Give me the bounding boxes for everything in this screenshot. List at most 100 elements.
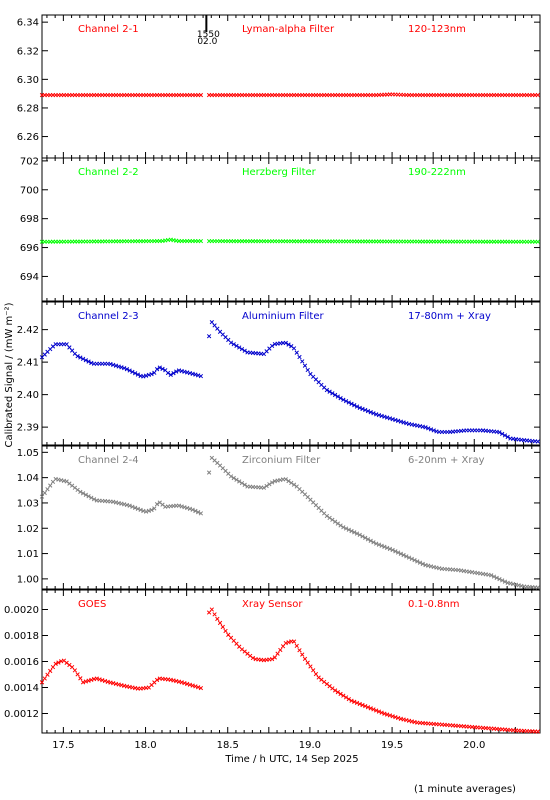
data-point <box>234 343 239 349</box>
data-point <box>535 729 540 734</box>
data-point <box>330 391 335 396</box>
data-point <box>195 510 201 515</box>
data-point <box>291 482 297 487</box>
data-point <box>198 238 204 244</box>
y-tick-label: 0.0020 <box>4 605 39 616</box>
data-point <box>327 515 332 521</box>
data-point <box>390 714 395 719</box>
data-point <box>401 552 406 558</box>
data-point <box>171 371 176 376</box>
data-point <box>341 525 346 530</box>
panel-frame <box>41 445 541 590</box>
panel-channel-label: Channel 2-1 <box>78 24 139 35</box>
panel-filter-label: Aluminium Filter <box>242 311 325 322</box>
data-point <box>261 485 267 490</box>
data-point <box>302 656 308 662</box>
marker-label-bottom: 02.0 <box>197 37 217 47</box>
data-point <box>417 560 423 565</box>
data-point <box>198 511 204 516</box>
data-points <box>39 455 540 590</box>
y-tick-label: 694 <box>20 272 39 283</box>
data-point <box>269 656 275 662</box>
data-point <box>250 655 256 661</box>
y-tick-label: 2.40 <box>17 390 39 401</box>
data-point <box>231 475 236 481</box>
y-tick-label: 1.04 <box>17 473 39 484</box>
x-tick-label: 19.0 <box>299 740 321 751</box>
data-point <box>223 628 228 634</box>
y-tick-label: 0.0018 <box>4 631 39 642</box>
data-point <box>152 370 157 375</box>
data-point <box>332 688 338 693</box>
data-point <box>382 711 387 716</box>
data-point <box>387 546 393 552</box>
data-point <box>349 401 354 406</box>
panel-band-label: 120-123nm <box>408 24 466 35</box>
data-point <box>535 239 540 244</box>
data-point <box>374 541 379 546</box>
data-point <box>286 478 291 484</box>
data-point <box>283 340 288 346</box>
data-points <box>39 237 540 244</box>
y-tick-label: 1.03 <box>17 498 39 509</box>
panel-band-label: 0.1-0.8nm <box>408 599 460 610</box>
data-point <box>346 696 351 702</box>
y-tick-label: 1.05 <box>17 448 39 459</box>
data-point <box>42 490 47 496</box>
data-point <box>491 574 497 579</box>
y-tick-label: 696 <box>20 243 39 254</box>
y-tick-label: 6.26 <box>17 132 39 143</box>
averaging-note: (1 minute averages) <box>414 784 516 795</box>
data-point <box>305 367 310 373</box>
data-point <box>237 479 242 484</box>
y-tick-label: 2.41 <box>17 358 39 369</box>
data-point <box>45 487 50 492</box>
x-tick-label: 18.0 <box>134 740 156 751</box>
data-points <box>39 92 540 98</box>
data-point <box>360 534 365 539</box>
data-point <box>190 507 195 512</box>
data-point <box>300 652 305 657</box>
panel-frame <box>41 14 541 159</box>
data-point <box>431 428 436 433</box>
data-point <box>91 497 97 502</box>
data-point <box>48 668 53 674</box>
data-point <box>502 433 508 438</box>
data-point <box>289 480 294 486</box>
y-tick-label: 0.0012 <box>4 709 39 720</box>
data-point <box>127 503 132 508</box>
data-point <box>149 507 154 513</box>
panel-1: 6.26 6.28 6.30 6.32 6.34 Channel 2-1 Lyman-alp… <box>17 14 541 159</box>
data-point <box>374 708 379 713</box>
data-point <box>393 714 398 720</box>
data-point <box>56 660 61 665</box>
data-point <box>130 504 135 509</box>
data-point <box>154 677 160 683</box>
panels-layer: 6.26 6.28 6.30 6.32 6.34 Channel 2-1 Lyman-alp… <box>4 14 541 734</box>
data-point <box>338 396 343 401</box>
data-point <box>198 373 204 379</box>
y-tick-label: 698 <box>20 214 39 225</box>
data-point <box>415 559 420 564</box>
data-point <box>338 523 343 528</box>
data-point <box>75 487 80 493</box>
panel-filter-label: Lyman-alpha Filter <box>242 24 335 35</box>
panel-4: 1.00 1.01 1.02 1.03 1.04 1.05 Channel 2-4 Zirco… <box>17 445 541 590</box>
data-point <box>354 404 360 409</box>
data-point <box>83 492 88 497</box>
y-tick-label: 1.01 <box>17 549 39 560</box>
time-marker: 1550 02.0 <box>197 15 220 47</box>
data-point <box>379 710 384 715</box>
data-points <box>39 607 540 734</box>
data-point <box>300 359 305 364</box>
panel-filter-label: Herzberg Filter <box>242 167 317 178</box>
data-point <box>195 685 201 690</box>
data-point <box>152 506 157 511</box>
panel-frame <box>41 301 541 446</box>
data-point <box>278 647 283 653</box>
data-point <box>242 482 247 487</box>
data-point <box>149 371 154 377</box>
data-point <box>349 528 354 534</box>
y-tick-label: 6.28 <box>17 103 39 114</box>
data-point <box>267 482 272 487</box>
